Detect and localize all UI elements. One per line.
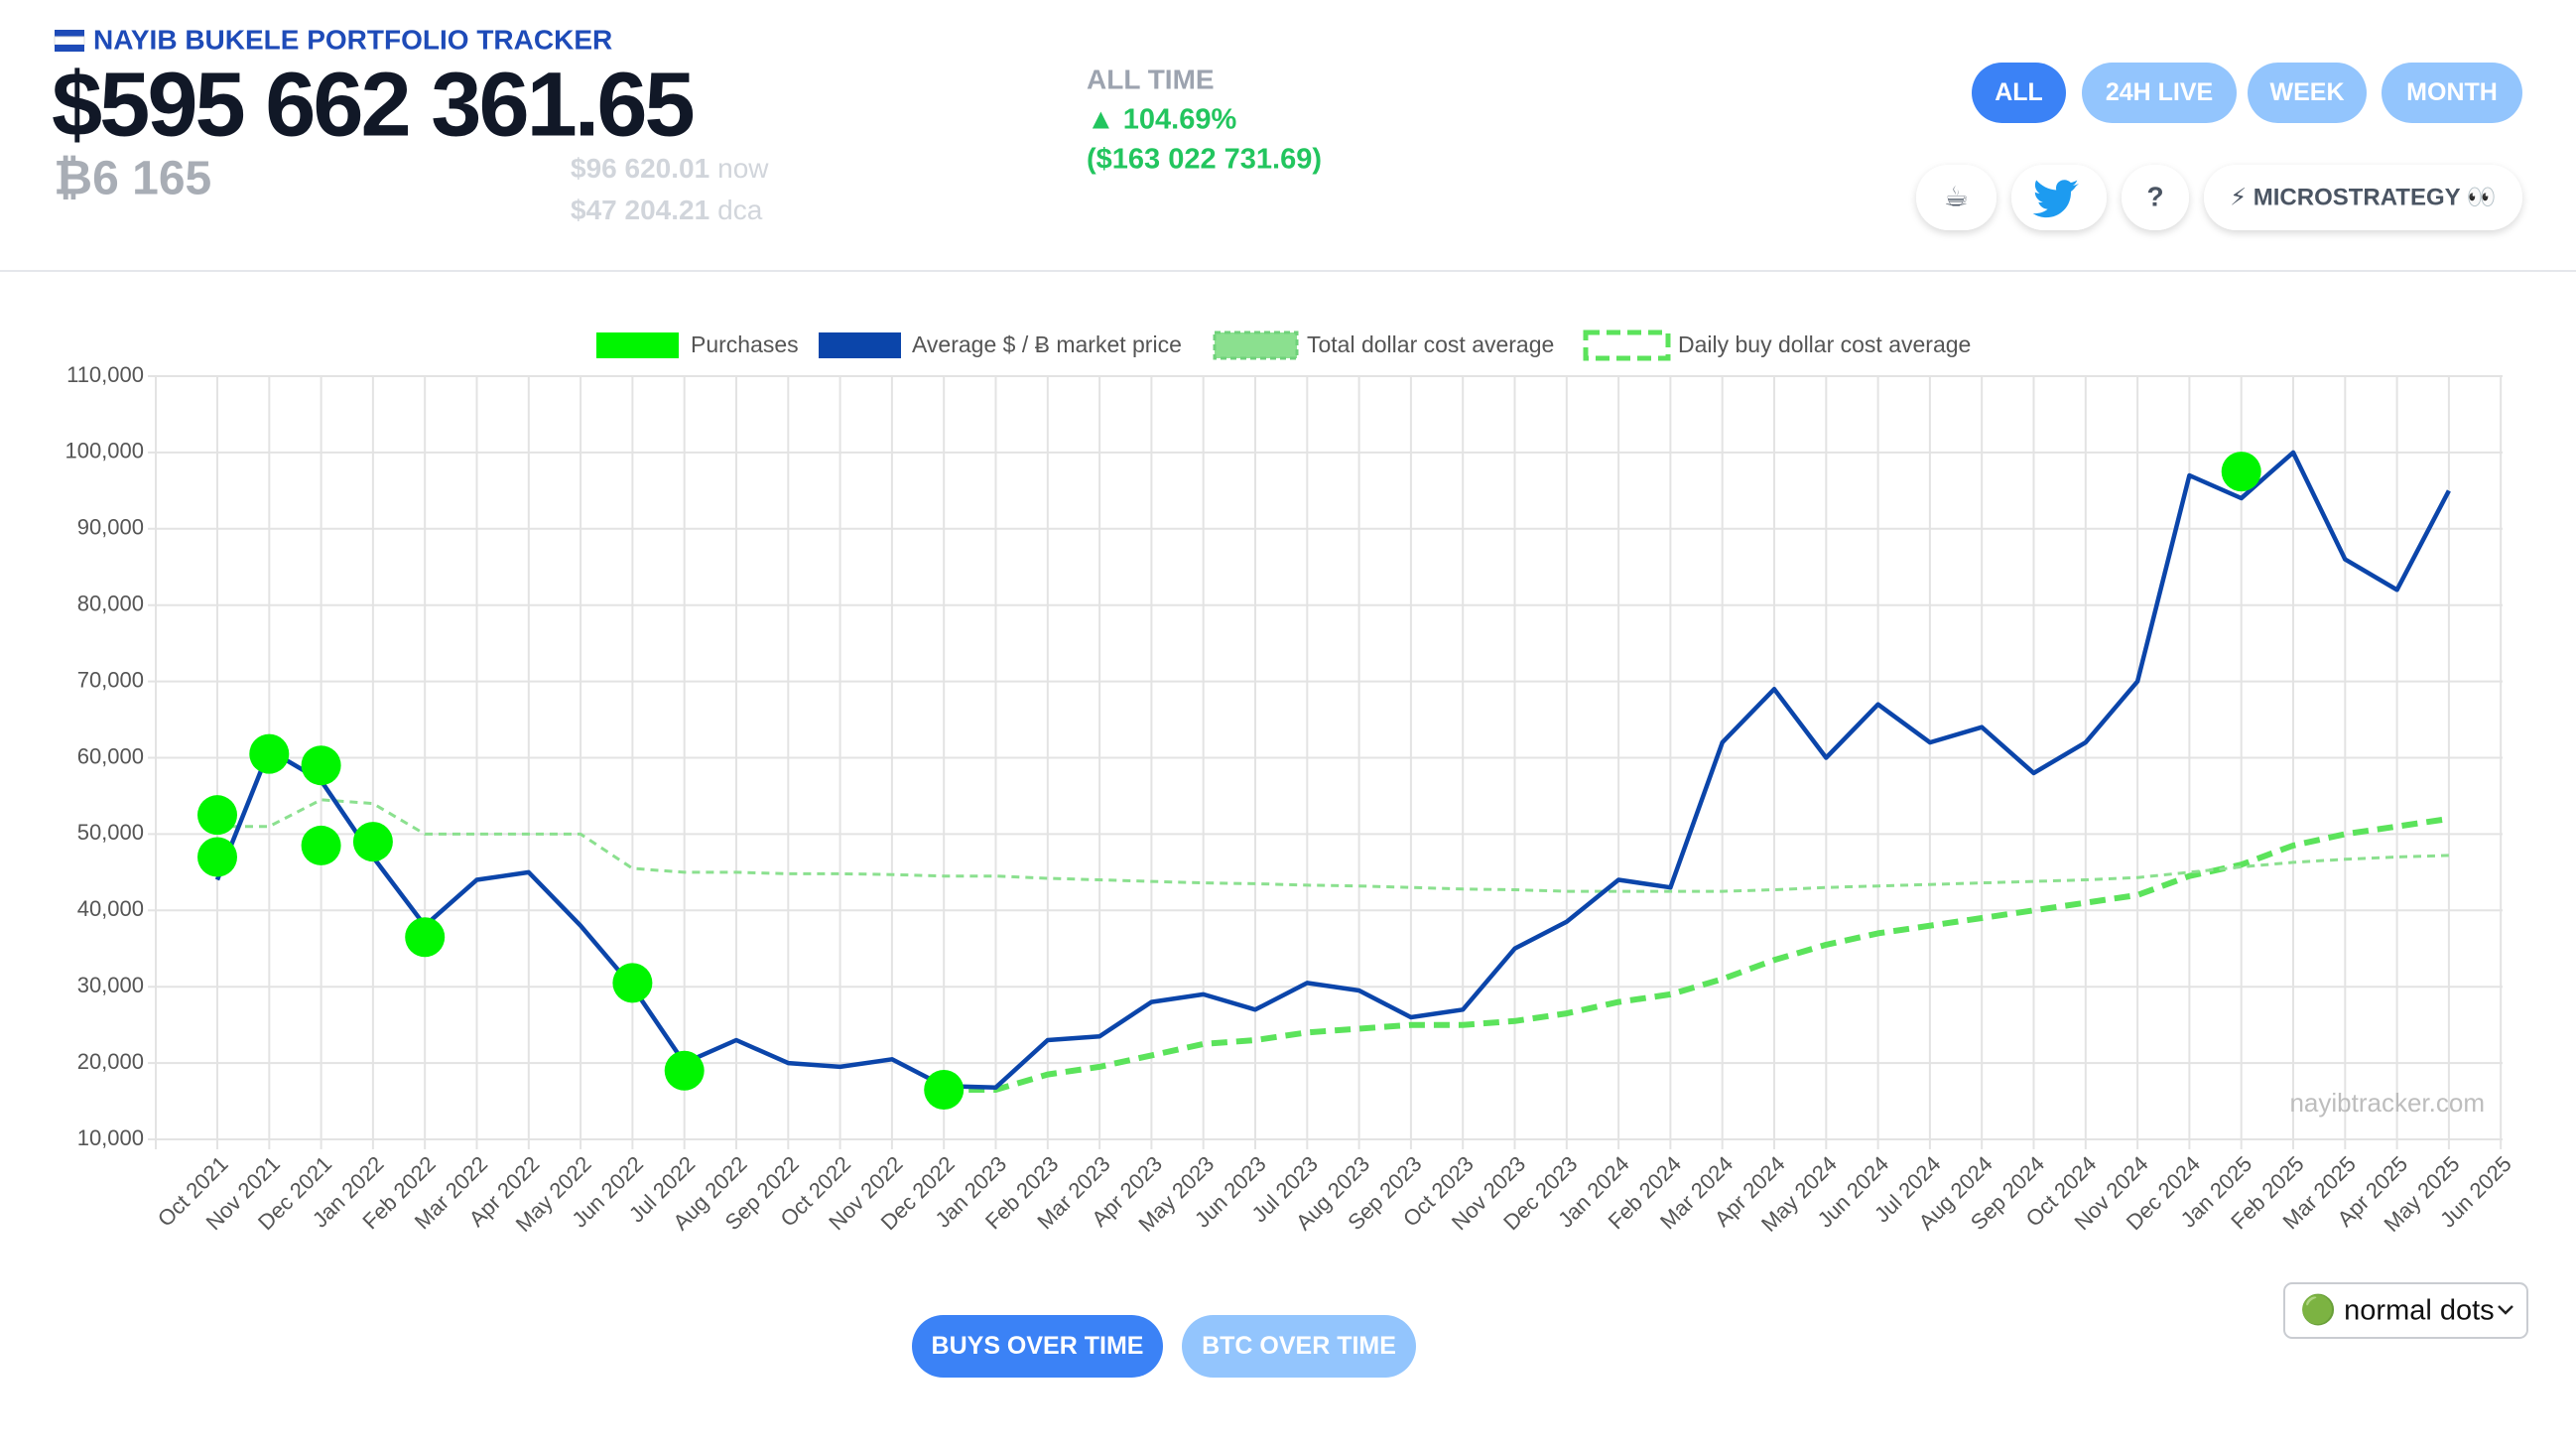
purchase-dot — [664, 1050, 705, 1091]
y-tick-label: 40,000 — [77, 896, 144, 921]
link-button-bg — [2122, 165, 2189, 230]
twitter-button[interactable] — [2011, 165, 2107, 230]
dca-value: $47 204.21 — [571, 195, 709, 225]
link-button[interactable]: ⚡ MICROSTRATEGY 👀 — [2204, 165, 2522, 230]
purchase-dot — [2221, 452, 2261, 492]
view-button[interactable]: BUYS OVER TIME — [912, 1315, 1163, 1378]
range-button[interactable]: 24H LIVE — [2082, 63, 2237, 123]
range-button-bg — [2382, 63, 2522, 123]
price-now: $96 620.01 now — [571, 153, 769, 184]
legend-swatch — [1583, 330, 1671, 361]
y-tick-label: 70,000 — [77, 667, 144, 692]
range-button-bg — [1972, 63, 2066, 123]
range-button[interactable]: MONTH — [2382, 63, 2522, 123]
y-tick-label: 90,000 — [77, 515, 144, 540]
link-button-label: ⚡ MICROSTRATEGY 👀 — [2230, 184, 2497, 210]
y-tick-label: 100,000 — [64, 439, 144, 463]
range-button-label: 24H LIVE — [2106, 78, 2213, 106]
purchase-dot — [405, 917, 446, 958]
purchase-dot — [197, 837, 237, 877]
range-button-bg — [2082, 63, 2237, 123]
range-button-bg — [2248, 63, 2367, 123]
view-button-label: BTC OVER TIME — [1202, 1332, 1396, 1360]
legend-label: Daily buy dollar cost average — [1678, 331, 1971, 357]
btc-holdings: ₿6 165 — [54, 153, 211, 205]
watermark: nayibtracker.com — [2289, 1088, 2485, 1118]
dot-select[interactable]: 🟢 normal dots — [2283, 1282, 2528, 1339]
view-button-bg — [1182, 1315, 1416, 1378]
flag — [54, 30, 85, 52]
y-tick-label: 20,000 — [77, 1049, 144, 1074]
legend-swatch — [819, 332, 901, 358]
view-button-bg — [912, 1315, 1163, 1378]
dca-price: $47 204.21 dca — [571, 195, 763, 225]
dot-select-box — [2283, 1282, 2528, 1339]
y-tick-label: 110,000 — [66, 362, 144, 387]
portfolio-value: $595 662 361.65 — [52, 54, 694, 155]
grid — [148, 375, 2503, 1149]
purchase-dot — [301, 825, 341, 865]
dot-select-label: 🟢 normal dots — [2300, 1293, 2495, 1327]
legend-label: Average $ / Ƀ market price — [912, 331, 1182, 357]
range-button-label: WEEK — [2270, 78, 2345, 106]
legend-label: Purchases — [691, 331, 799, 357]
y-tick-label: 50,000 — [77, 820, 144, 845]
legend-label: Total dollar cost average — [1307, 331, 1554, 357]
purchase-dot — [249, 733, 290, 774]
purchase-dot — [924, 1070, 965, 1111]
site-title: NAYIB BUKELE PORTFOLIO TRACKER — [93, 24, 612, 55]
period: ALL TIME — [1087, 64, 1215, 94]
change-pct: ▲ 104.69% — [1087, 104, 1236, 136]
purchase-dot — [352, 822, 393, 862]
y-tick-label: 10,000 — [77, 1125, 144, 1150]
range-button[interactable]: WEEK — [2248, 63, 2367, 123]
dot-select-caret — [2498, 1305, 2513, 1315]
link-button[interactable]: ? — [2122, 165, 2189, 230]
range-button-label: ALL — [1995, 78, 2043, 106]
legend-swatch — [596, 332, 679, 358]
purchase-dot — [301, 745, 341, 786]
view-button-label: BUYS OVER TIME — [932, 1332, 1144, 1360]
price-now-value: $96 620.01 — [571, 153, 709, 184]
legend-swatch — [1213, 330, 1299, 360]
dca-label: dca — [717, 195, 763, 225]
purchase-dot — [612, 963, 653, 1003]
link-button[interactable]: ☕ — [1916, 165, 1996, 230]
view-button[interactable]: BTC OVER TIME — [1182, 1315, 1416, 1378]
link-button-bg — [2204, 165, 2522, 230]
link-button-label: ? — [2146, 181, 2163, 211]
y-tick-label: 30,000 — [77, 973, 144, 997]
y-tick-label: 60,000 — [77, 743, 144, 768]
price-now-label: now — [717, 153, 769, 184]
change-usd: ($163 022 731.69) — [1087, 144, 1322, 176]
legend: Purchases Average $ / Ƀ market price Total… — [596, 330, 1971, 361]
series-line — [217, 798, 2449, 893]
series-line — [944, 816, 2450, 1093]
range-button[interactable]: ALL — [1972, 63, 2066, 123]
link-button-label: ☕ — [1944, 181, 1969, 211]
link-button-bg — [1916, 165, 1996, 230]
series-line — [214, 450, 2451, 1090]
purchase-dot — [197, 795, 237, 836]
y-tick-label: 80,000 — [77, 592, 144, 616]
range-button-label: MONTH — [2406, 78, 2498, 106]
